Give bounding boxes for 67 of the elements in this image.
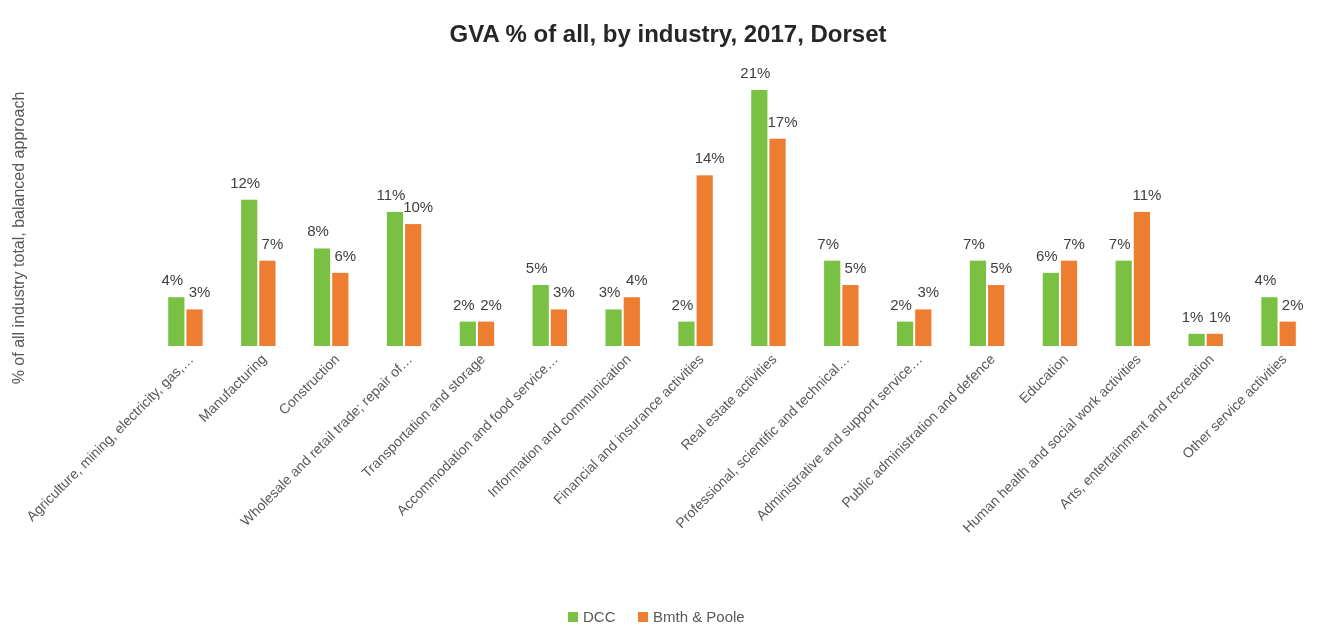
- bar: [313, 248, 331, 346]
- bar: [605, 309, 622, 346]
- data-label: 8%: [307, 222, 329, 240]
- data-label: 5%: [525, 259, 548, 277]
- data-label: 5%: [990, 259, 1013, 277]
- data-label: 5%: [844, 259, 867, 277]
- data-label: 11%: [1132, 185, 1162, 203]
- bar: [623, 297, 640, 346]
- data-label: 6%: [1035, 246, 1058, 264]
- bar: [988, 285, 1005, 346]
- legend-label: DCC: [583, 608, 616, 625]
- data-label: 7%: [1108, 234, 1131, 252]
- bar: [842, 285, 859, 346]
- bar: [678, 321, 695, 346]
- bar: [259, 260, 276, 346]
- bar: [1261, 297, 1278, 346]
- bar: [386, 211, 404, 346]
- data-label: 4%: [1254, 271, 1277, 289]
- bar: [332, 272, 349, 346]
- bar: [186, 309, 203, 346]
- bar: [915, 309, 932, 346]
- data-label: 2%: [1281, 295, 1304, 313]
- bar: [405, 224, 422, 346]
- data-label: 3%: [598, 283, 621, 301]
- bar: [1206, 333, 1223, 346]
- legend-label: Bmth & Poole: [653, 608, 745, 625]
- bar: [769, 138, 786, 346]
- bar: [969, 260, 987, 346]
- data-label: 7%: [261, 234, 284, 252]
- data-label: 1%: [1181, 307, 1204, 325]
- data-label: 2%: [452, 295, 475, 313]
- data-label: 21%: [740, 64, 771, 81]
- data-label: 7%: [817, 234, 840, 252]
- bar: [1188, 333, 1205, 346]
- bar: [477, 321, 495, 346]
- data-label: 12%: [230, 173, 261, 191]
- data-label: 7%: [1063, 234, 1085, 252]
- bar: [1060, 260, 1078, 346]
- bar: [241, 199, 258, 346]
- bar: [1133, 211, 1151, 346]
- bar: [168, 297, 185, 346]
- data-label: 2%: [890, 295, 912, 313]
- bar: [532, 285, 549, 346]
- chart-title: GVA % of all, by industry, 2017, Dorset: [449, 20, 887, 47]
- bar: [824, 260, 841, 346]
- data-label: 14%: [694, 149, 725, 167]
- data-label: 2%: [671, 295, 694, 313]
- data-label: 3%: [553, 283, 575, 301]
- data-label: 3%: [188, 283, 211, 301]
- bar: [550, 309, 568, 346]
- data-label: 7%: [963, 234, 985, 252]
- bar: [896, 321, 914, 346]
- data-label: 1%: [1208, 307, 1231, 325]
- y-axis-title: % of all industry total, balanced approach: [10, 91, 27, 385]
- bar: [459, 321, 476, 346]
- data-label: 6%: [334, 246, 357, 264]
- bar: [751, 90, 768, 346]
- bar: [1115, 260, 1132, 346]
- data-label: 4%: [161, 271, 184, 289]
- data-label: 17%: [767, 112, 798, 130]
- data-label: 4%: [625, 271, 648, 289]
- bar: [1042, 272, 1059, 346]
- data-label: 3%: [917, 283, 940, 301]
- bar: [1279, 321, 1296, 346]
- data-label: 2%: [480, 295, 502, 313]
- bar: [696, 175, 713, 346]
- data-label: 11%: [376, 185, 406, 203]
